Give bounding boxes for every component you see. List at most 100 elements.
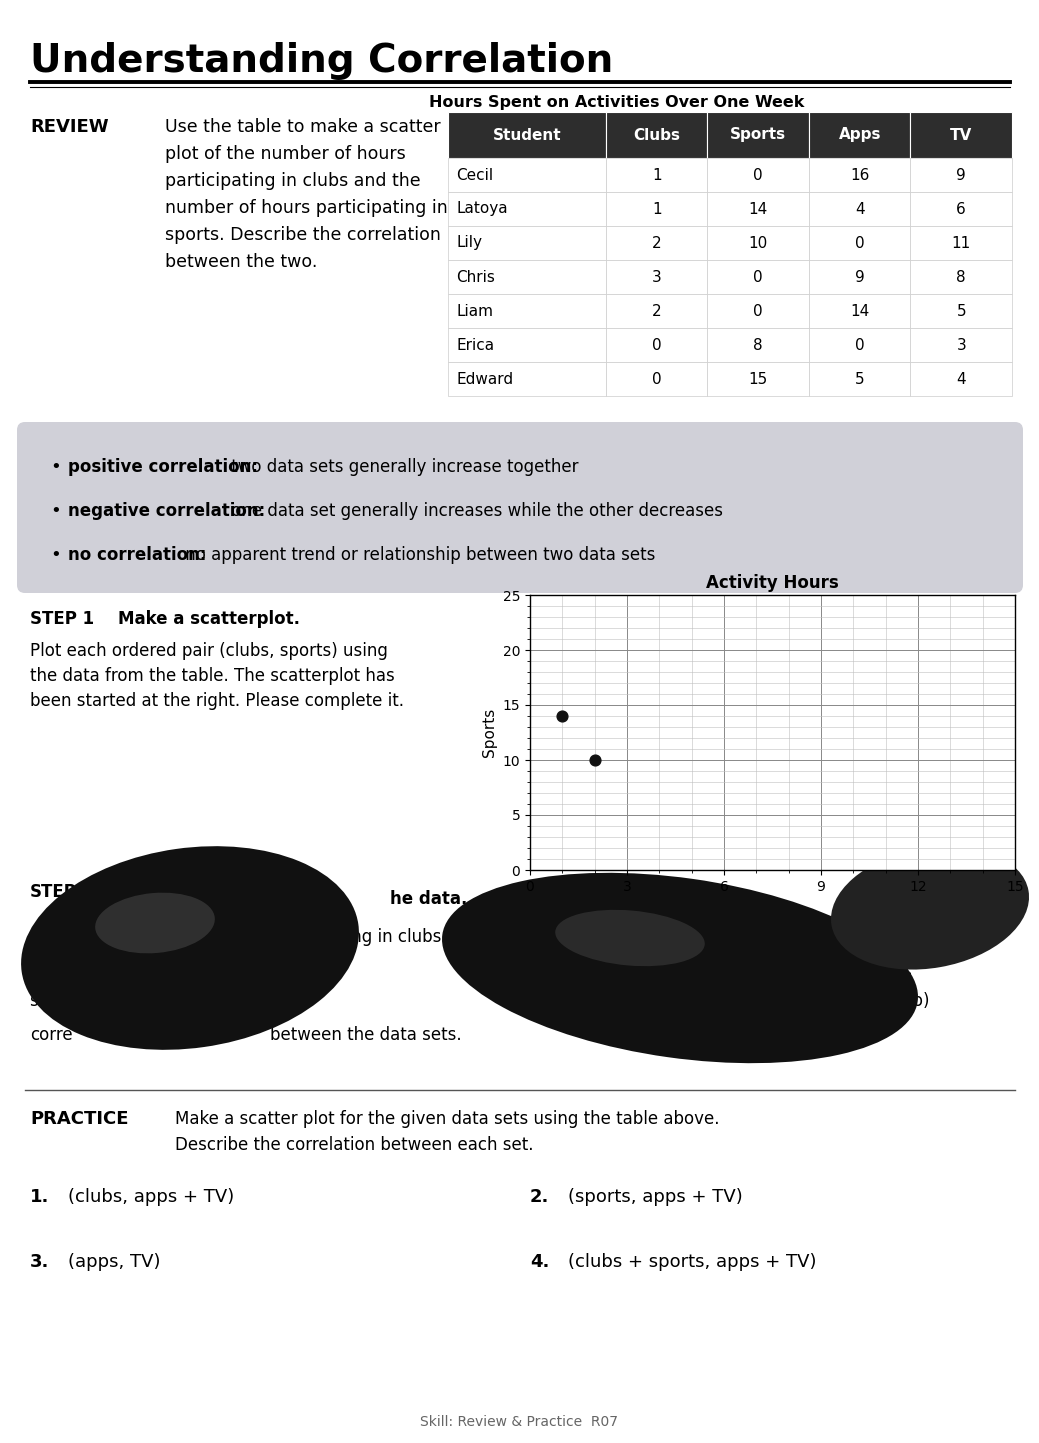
Text: 2.: 2.: [530, 1188, 550, 1206]
Bar: [606, 362, 708, 395]
Bar: [809, 362, 910, 395]
Bar: [448, 328, 606, 362]
Ellipse shape: [96, 893, 215, 954]
Text: Liam: Liam: [456, 303, 492, 319]
Bar: [606, 328, 708, 362]
Bar: [708, 192, 809, 227]
Text: corre: corre: [30, 1026, 73, 1043]
Bar: [448, 157, 606, 192]
Text: 5: 5: [855, 371, 864, 387]
Text: 1.: 1.: [30, 1188, 50, 1206]
Text: 11: 11: [952, 235, 970, 251]
Point: [586, 749, 603, 772]
Text: creases,: creases,: [710, 960, 779, 978]
Text: 9: 9: [956, 167, 966, 182]
Bar: [708, 113, 809, 157]
Bar: [910, 113, 1012, 157]
Ellipse shape: [442, 873, 918, 1063]
Text: ating in clubs inc: ating in clubs inc: [330, 928, 471, 947]
Bar: [910, 362, 1012, 395]
Bar: [910, 192, 1012, 227]
Bar: [606, 113, 708, 157]
Bar: [809, 328, 910, 362]
Bar: [448, 294, 606, 328]
Text: Apps: Apps: [838, 127, 881, 143]
Bar: [910, 260, 1012, 294]
Text: 15: 15: [748, 371, 768, 387]
Text: the data from the table. The scatterplot has: the data from the table. The scatterplot…: [30, 667, 395, 685]
Text: 4: 4: [957, 371, 966, 387]
Text: no correlation:: no correlation:: [68, 545, 207, 564]
Text: Erica: Erica: [456, 338, 495, 352]
Text: 5: 5: [957, 303, 966, 319]
Text: Edward: Edward: [456, 371, 513, 387]
Text: between the two.: between the two.: [165, 253, 317, 271]
Text: REVIEW: REVIEW: [30, 118, 109, 136]
Text: 6: 6: [956, 202, 966, 216]
Bar: [910, 294, 1012, 328]
Text: Lily: Lily: [456, 235, 482, 251]
Bar: [910, 157, 1012, 192]
Bar: [910, 328, 1012, 362]
Text: 0: 0: [753, 167, 763, 182]
Bar: [708, 294, 809, 328]
Bar: [448, 113, 606, 157]
Bar: [448, 362, 606, 395]
Title: Activity Hours: Activity Hours: [707, 574, 838, 592]
Text: 0: 0: [753, 303, 763, 319]
Ellipse shape: [21, 846, 358, 1051]
Text: participating in clubs and the: participating in clubs and the: [165, 172, 421, 190]
Bar: [606, 294, 708, 328]
Text: plot of the number of hours: plot of the number of hours: [165, 144, 406, 163]
Text: 0: 0: [855, 338, 864, 352]
Text: Student: Student: [492, 127, 561, 143]
Text: (clubs, apps + TV): (clubs, apps + TV): [68, 1188, 234, 1206]
Bar: [708, 227, 809, 260]
Ellipse shape: [555, 911, 704, 967]
Text: 1: 1: [651, 167, 662, 182]
Text: 2: 2: [651, 303, 662, 319]
Text: 14: 14: [850, 303, 870, 319]
Text: Hours Spent on Activities Over One Week: Hours Spent on Activities Over One Week: [429, 95, 804, 110]
FancyBboxPatch shape: [17, 421, 1023, 593]
Bar: [809, 192, 910, 227]
Bar: [809, 294, 910, 328]
Text: number of hours participating in: number of hours participating in: [165, 199, 448, 216]
Bar: [606, 192, 708, 227]
Text: 2: 2: [651, 235, 662, 251]
Text: •: •: [50, 545, 60, 564]
Text: 0: 0: [651, 371, 662, 387]
Text: •: •: [50, 457, 60, 476]
Text: two data sets generally increase together: two data sets generally increase togethe…: [225, 457, 578, 476]
Bar: [448, 260, 606, 294]
Text: he data.: he data.: [390, 890, 468, 908]
Text: 10: 10: [748, 235, 768, 251]
Text: Use the table to make a scatter: Use the table to make a scatter: [165, 118, 441, 136]
Text: no apparent trend or relationship between two data sets: no apparent trend or relationship betwee…: [181, 545, 656, 564]
Text: Plot each ordered pair (clubs, sports) using: Plot each ordered pair (clubs, sports) u…: [30, 642, 388, 659]
Text: 0: 0: [855, 235, 864, 251]
Text: Chris: Chris: [456, 270, 495, 284]
Text: show a (the: show a (the: [30, 991, 127, 1010]
Text: 8: 8: [957, 270, 966, 284]
Bar: [606, 157, 708, 192]
Text: A: A: [30, 928, 42, 947]
Text: been started at the right. Please complete it.: been started at the right. Please comple…: [30, 693, 404, 710]
Text: 14: 14: [748, 202, 768, 216]
Text: Make a scatterplot.: Make a scatterplot.: [118, 610, 300, 628]
Bar: [809, 113, 910, 157]
Text: STEP: STEP: [30, 883, 77, 900]
Point: [554, 704, 570, 727]
Text: positive correlation:: positive correlation:: [68, 457, 258, 476]
Text: tive / no): tive / no): [855, 991, 930, 1010]
Text: 9: 9: [855, 270, 864, 284]
Text: PRACTICE: PRACTICE: [30, 1110, 129, 1128]
Bar: [708, 362, 809, 395]
Text: sports. Describe the correlation: sports. Describe the correlation: [165, 227, 441, 244]
Text: partici: partici: [30, 960, 82, 978]
Text: Clubs: Clubs: [633, 127, 681, 143]
Text: es, the number: es, the number: [840, 928, 967, 947]
Bar: [809, 227, 910, 260]
Text: 4: 4: [855, 202, 864, 216]
Ellipse shape: [831, 847, 1029, 970]
